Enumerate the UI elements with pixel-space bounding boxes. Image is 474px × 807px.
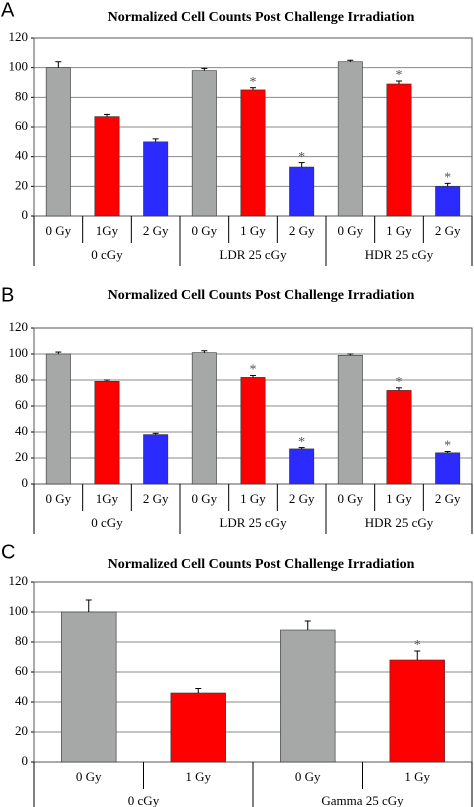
y-tick-label: 100 bbox=[9, 603, 29, 618]
group-label: LDR 25 cGy bbox=[219, 515, 287, 530]
group-label: 0 cGy bbox=[91, 515, 123, 530]
bar bbox=[94, 116, 120, 217]
bar bbox=[170, 692, 226, 763]
significance-mark: * bbox=[396, 375, 403, 390]
x-tick-label: 2 Gy bbox=[289, 491, 315, 506]
panel-label: A bbox=[1, 0, 15, 21]
significance-mark: * bbox=[298, 435, 305, 450]
x-tick-label: 0 Gy bbox=[295, 769, 321, 784]
y-tick-label: 60 bbox=[15, 397, 28, 412]
y-tick-label: 120 bbox=[9, 573, 29, 588]
y-tick-label: 0 bbox=[22, 753, 29, 768]
x-tick-label: 1 Gy bbox=[386, 491, 412, 506]
x-tick-label: 1Gy bbox=[96, 223, 119, 238]
y-tick-label: 20 bbox=[15, 449, 28, 464]
bar bbox=[240, 377, 266, 485]
bar bbox=[45, 353, 71, 485]
significance-mark: * bbox=[414, 638, 421, 653]
significance-mark: * bbox=[444, 439, 451, 454]
y-tick-label: 80 bbox=[15, 88, 28, 103]
significance-mark: * bbox=[396, 68, 403, 83]
x-tick-label: 1 Gy bbox=[404, 769, 430, 784]
chart-title: Normalized Cell Counts Post Challenge Ir… bbox=[108, 557, 415, 572]
y-tick-label: 40 bbox=[15, 693, 28, 708]
y-tick-label: 100 bbox=[9, 59, 29, 74]
y-tick-label: 120 bbox=[9, 29, 29, 44]
y-tick-label: 80 bbox=[15, 633, 28, 648]
y-tick-label: 100 bbox=[9, 345, 29, 360]
bar bbox=[143, 434, 169, 485]
bar bbox=[191, 70, 217, 217]
x-tick-label: 2 Gy bbox=[143, 491, 169, 506]
x-tick-label: 2 Gy bbox=[435, 223, 461, 238]
group-label: LDR 25 cGy bbox=[219, 247, 287, 262]
y-tick-label: 20 bbox=[15, 723, 28, 738]
group-label: HDR 25 cGy bbox=[365, 515, 434, 530]
bar bbox=[280, 629, 336, 763]
significance-mark: * bbox=[298, 150, 305, 165]
x-tick-label: 0 Gy bbox=[46, 223, 72, 238]
bar bbox=[389, 659, 445, 763]
x-tick-label: 2 Gy bbox=[289, 223, 315, 238]
bar bbox=[289, 166, 315, 217]
bar bbox=[240, 89, 266, 217]
x-tick-label: 0 Gy bbox=[192, 223, 218, 238]
y-tick-label: 120 bbox=[9, 319, 29, 334]
group-label: Gamma 25 cGy bbox=[321, 793, 404, 807]
x-tick-label: 0 Gy bbox=[76, 769, 102, 784]
x-tick-label: 0 Gy bbox=[46, 491, 72, 506]
bar bbox=[435, 452, 461, 485]
bar bbox=[45, 67, 71, 217]
x-tick-label: 1Gy bbox=[96, 491, 119, 506]
bar bbox=[337, 354, 363, 485]
y-tick-label: 60 bbox=[15, 118, 28, 133]
group-label: HDR 25 cGy bbox=[365, 247, 434, 262]
y-tick-label: 60 bbox=[15, 663, 28, 678]
bar bbox=[386, 83, 412, 217]
panel-label: B bbox=[1, 284, 14, 306]
panel-label: C bbox=[1, 541, 15, 563]
y-tick-label: 20 bbox=[15, 177, 28, 192]
bar bbox=[435, 186, 461, 217]
bar bbox=[94, 380, 120, 485]
x-tick-label: 2 Gy bbox=[435, 491, 461, 506]
x-tick-label: 0 Gy bbox=[338, 491, 364, 506]
bar bbox=[289, 448, 315, 485]
y-tick-label: 0 bbox=[22, 475, 29, 490]
group-label: 0 cGy bbox=[91, 247, 123, 262]
y-tick-label: 0 bbox=[22, 207, 29, 222]
x-tick-label: 0 Gy bbox=[192, 491, 218, 506]
x-tick-label: 1 Gy bbox=[240, 491, 266, 506]
bar bbox=[143, 141, 169, 217]
x-tick-label: 1 Gy bbox=[185, 769, 211, 784]
y-tick-label: 40 bbox=[15, 423, 28, 438]
y-tick-label: 80 bbox=[15, 371, 28, 386]
group-label: 0 cGy bbox=[128, 793, 160, 807]
chart-title: Normalized Cell Counts Post Challenge Ir… bbox=[108, 10, 415, 25]
chart-title: Normalized Cell Counts Post Challenge Ir… bbox=[108, 288, 415, 303]
bar bbox=[337, 61, 363, 217]
bar bbox=[61, 611, 117, 763]
significance-mark: * bbox=[250, 363, 257, 378]
x-tick-label: 2 Gy bbox=[143, 223, 169, 238]
significance-mark: * bbox=[444, 171, 451, 186]
y-tick-label: 40 bbox=[15, 148, 28, 163]
bar bbox=[191, 352, 217, 485]
x-tick-label: 0 Gy bbox=[338, 223, 364, 238]
bar bbox=[386, 390, 412, 485]
x-tick-label: 1 Gy bbox=[386, 223, 412, 238]
significance-mark: * bbox=[250, 75, 257, 90]
x-tick-label: 1 Gy bbox=[240, 223, 266, 238]
